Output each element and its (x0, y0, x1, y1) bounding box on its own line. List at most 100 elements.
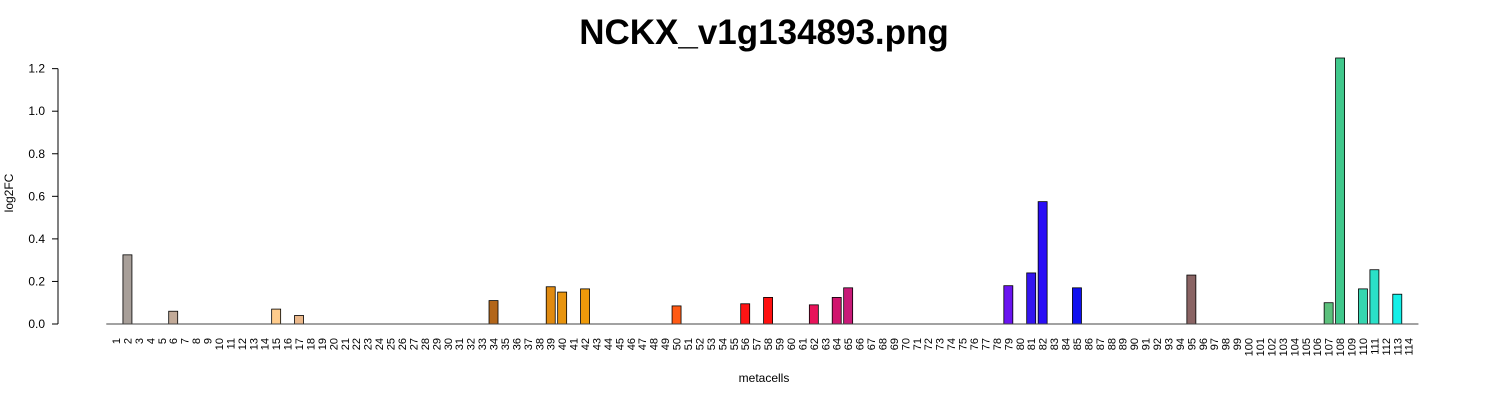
y-tick-label: 1.2 (28, 62, 45, 76)
x-tick-label: 40 (557, 338, 569, 350)
bar (1037, 201, 1048, 325)
bar (808, 304, 819, 325)
x-tick-label: 78 (992, 338, 1004, 350)
x-tick-label: 47 (637, 338, 649, 350)
x-tick-label: 49 (660, 338, 672, 350)
x-tick-label: 73 (935, 338, 947, 350)
x-tick-label: 65 (843, 338, 855, 350)
x-tick-label: 26 (397, 338, 409, 350)
x-tick-label: 56 (740, 338, 752, 350)
bar (1186, 274, 1197, 325)
y-tick-label: 0.2 (28, 274, 45, 288)
x-tick-label: 14 (260, 338, 272, 350)
x-tick-label: 50 (672, 338, 684, 350)
x-tick-label: 67 (866, 338, 878, 350)
x-tick-label: 83 (1049, 338, 1061, 350)
x-tick-label: 98 (1221, 338, 1233, 350)
x-tick-label: 76 (969, 338, 981, 350)
x-tick-label: 35 (500, 338, 512, 350)
bar (671, 305, 682, 325)
x-tick-label: 51 (683, 338, 695, 350)
y-tick-label: 0.6 (28, 189, 45, 203)
bar (1072, 287, 1082, 325)
x-tick-label: 96 (1198, 338, 1210, 350)
x-tick-label: 104 (1289, 338, 1301, 356)
y-tick-label: 0.0 (28, 317, 45, 331)
x-tick-label: 86 (1083, 338, 1095, 350)
x-tick-label: 90 (1129, 338, 1141, 350)
x-tick-label: 38 (534, 338, 546, 350)
x-tick-label: 70 (900, 338, 912, 350)
bar (168, 310, 179, 325)
x-tick-label: 19 (317, 338, 329, 350)
x-tick-label: 60 (786, 338, 798, 350)
x-tick-label: 94 (1175, 338, 1187, 350)
x-tick-label: 79 (1003, 338, 1015, 350)
x-tick-label: 101 (1255, 338, 1267, 356)
x-tick-label: 62 (809, 338, 821, 350)
x-tick-label: 99 (1232, 338, 1244, 350)
x-tick-label: 111 (1369, 338, 1381, 355)
bar (271, 308, 282, 325)
x-axis-label: metacells (739, 371, 790, 385)
y-axis-label: log2FC (2, 173, 16, 212)
x-tick-label: 6 (168, 338, 180, 344)
x-tick-label: 114 (1404, 338, 1416, 356)
x-tick-label: 64 (832, 338, 844, 350)
x-tick-label: 24 (374, 338, 386, 350)
x-tick-label: 27 (408, 338, 420, 350)
x-tick-label: 31 (454, 338, 466, 350)
y-axis: 0.0 0.2 0.4 0.6 0.8 1.0 1.2 (28, 62, 59, 331)
x-tick-label: 108 (1335, 338, 1347, 356)
bar (1358, 288, 1368, 325)
x-tick-label: 87 (1095, 338, 1107, 350)
x-axis: 1 2 3 4 5 6 7 8 9 10 11 12 13 14 15 16 17 18 19 20 21 22 23 24 2… (111, 338, 1416, 356)
x-tick-label: 59 (775, 338, 787, 350)
x-tick-label: 80 (1015, 338, 1027, 350)
x-tick-label: 92 (1152, 338, 1164, 350)
x-tick-label: 25 (386, 338, 398, 350)
x-tick-label: 21 (340, 338, 352, 350)
bar (763, 296, 773, 325)
x-tick-label: 85 (1072, 338, 1084, 350)
x-tick-label: 29 (431, 338, 443, 350)
x-tick-label: 91 (1141, 338, 1153, 350)
x-tick-label: 17 (294, 338, 306, 350)
x-tick-label: 44 (603, 338, 615, 350)
bar (831, 296, 842, 325)
x-tick-label: 22 (351, 338, 363, 350)
x-tick-label: 107 (1324, 338, 1336, 356)
bar (294, 315, 304, 325)
x-tick-label: 93 (1163, 338, 1175, 350)
x-tick-label: 45 (614, 338, 626, 350)
x-tick-label: 68 (877, 338, 889, 350)
bar (557, 291, 568, 325)
bar (122, 254, 133, 325)
x-tick-label: 4 (145, 338, 157, 344)
bar (545, 286, 556, 325)
x-tick-label: 58 (763, 338, 775, 350)
x-tick-label: 97 (1209, 338, 1221, 350)
x-tick-label: 32 (466, 338, 478, 350)
bar (580, 288, 590, 325)
x-tick-label: 5 (157, 338, 169, 344)
y-tick-label: 1.0 (28, 104, 45, 118)
x-tick-label: 102 (1266, 338, 1278, 356)
x-tick-label: 89 (1118, 338, 1130, 350)
x-tick-label: 75 (958, 338, 970, 350)
bar (843, 287, 854, 325)
bar (740, 303, 751, 325)
x-tick-label: 95 (1186, 338, 1198, 350)
x-tick-label: 36 (511, 338, 523, 350)
x-tick-label: 63 (820, 338, 832, 350)
x-tick-label: 71 (912, 338, 924, 350)
bar (1369, 269, 1380, 325)
x-tick-label: 61 (797, 338, 809, 350)
x-tick-label: 106 (1312, 338, 1324, 356)
x-tick-label: 88 (1106, 338, 1118, 350)
x-tick-label: 100 (1244, 338, 1256, 356)
bar (1392, 293, 1403, 325)
bar (1335, 57, 1345, 325)
